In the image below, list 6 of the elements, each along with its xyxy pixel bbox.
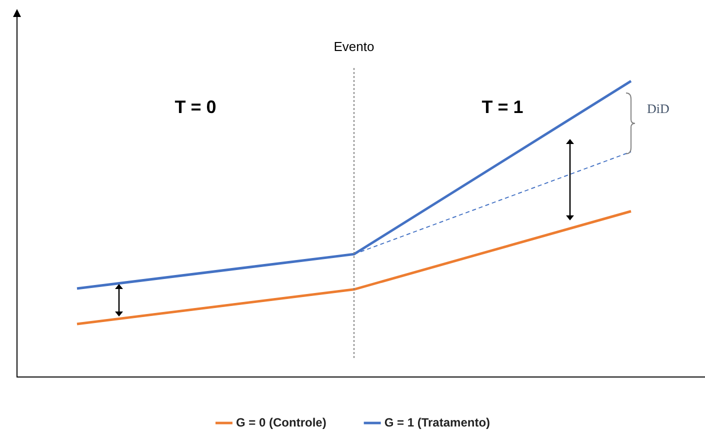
legend-label: G = 1 (Tratamento) [384, 415, 490, 430]
annotation: T = 1 [482, 96, 524, 117]
annotation: DiD [647, 100, 670, 116]
text: Evento [334, 39, 374, 54]
annotation: T = 0 [174, 96, 216, 117]
legend-label: G = 0 (Controle) [236, 415, 326, 430]
